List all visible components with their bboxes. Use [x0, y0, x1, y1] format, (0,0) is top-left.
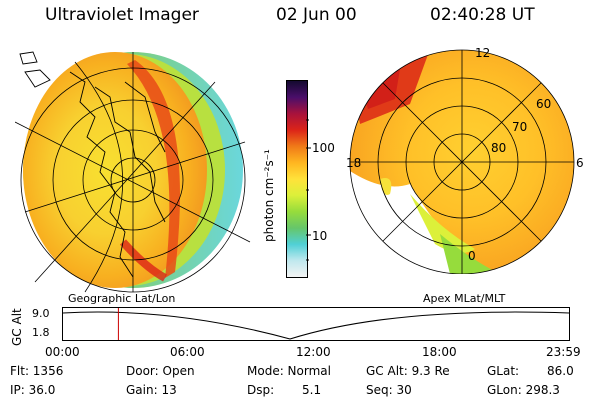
status-ip: IP: 36.0	[10, 383, 56, 397]
lat-label-70: 70	[512, 120, 528, 134]
colorbar	[286, 80, 308, 278]
earth-disk	[23, 52, 207, 288]
apex-label: Apex MLat/MLT	[423, 292, 506, 305]
altitude-plot	[62, 307, 570, 341]
alt-xtick-2: 12:00	[296, 345, 331, 359]
colorbar-tick-10: 10	[312, 229, 328, 243]
lat-label-60: 60	[536, 97, 552, 111]
alt-ytick-1-8: 1.8	[32, 326, 50, 339]
status-flt: Flt: 1356	[10, 364, 64, 378]
colorbar-ticks	[306, 119, 311, 261]
mlt-label-12: 12	[475, 46, 491, 60]
status-gain: Gain: 13	[126, 383, 177, 397]
colorbar-unit: photon cm⁻²s⁻¹	[262, 149, 276, 242]
mlt-label-0: 0	[468, 249, 476, 263]
alt-ytick-9: 9.0	[32, 307, 50, 320]
status-dsp: Dsp:	[247, 383, 275, 397]
map-marker	[73, 60, 79, 66]
alt-xtick-1: 06:00	[170, 345, 205, 359]
status-seq: Seq: 30	[366, 383, 412, 397]
status-door: Door: Open	[126, 364, 195, 378]
date-label: 02 Jun 00	[276, 5, 357, 25]
geographic-label: Geographic Lat/Lon	[68, 292, 176, 305]
status-dsp-value: 5.1	[302, 383, 322, 397]
app-title: Ultraviolet Imager	[45, 5, 199, 25]
geographic-map	[15, 51, 251, 293]
alt-ylabel: GC Alt	[10, 308, 24, 346]
status-glon: GLon: 298.3	[487, 383, 560, 397]
status-glat-value: 86.0	[547, 364, 574, 378]
colorbar-tick-100: 100	[312, 141, 335, 155]
time-label: 02:40:28 UT	[430, 5, 535, 25]
lat-label-80: 80	[491, 141, 507, 155]
alt-xtick-0: 00:00	[45, 345, 80, 359]
alt-xtick-3: 18:00	[422, 345, 457, 359]
mlt-label-6: 6	[576, 156, 584, 170]
mlt-label-18: 18	[346, 156, 362, 170]
polar-mlt-map	[349, 49, 575, 274]
status-glat: GLat:	[487, 364, 520, 378]
alt-xtick-4: 23:59	[546, 345, 581, 359]
status-gc-alt: GC Alt: 9.3 Re	[366, 364, 450, 378]
status-mode: Mode: Normal	[247, 364, 331, 378]
